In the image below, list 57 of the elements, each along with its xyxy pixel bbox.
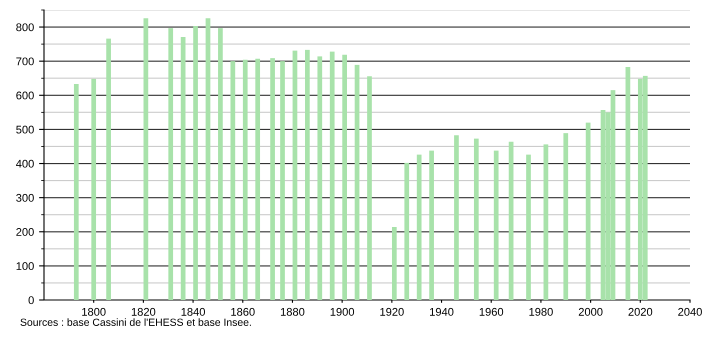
- x-tick-label: 2040: [678, 308, 702, 316]
- bar: [180, 36, 186, 300]
- bar: [193, 26, 198, 300]
- bar: [544, 144, 548, 300]
- bar: [106, 38, 111, 300]
- bar: [74, 84, 79, 300]
- bar: [367, 76, 372, 300]
- x-tick-label: 1960: [480, 308, 504, 316]
- x-tick-label: 1860: [231, 308, 255, 316]
- x-tick-label: 1800: [82, 308, 106, 316]
- bar: [292, 50, 298, 300]
- bar: [270, 58, 275, 300]
- x-tick-label: 1980: [529, 308, 553, 316]
- bar: [317, 56, 322, 300]
- bar: [429, 150, 434, 300]
- bar: [526, 154, 531, 300]
- bar: [218, 28, 223, 300]
- y-tick-label: 400: [16, 160, 34, 168]
- x-tick-label: 1880: [280, 308, 304, 316]
- bar: [354, 64, 360, 300]
- y-tick-label: 200: [16, 228, 34, 236]
- x-tick-label: 1920: [380, 308, 404, 316]
- bar: [626, 66, 630, 300]
- x-tick-label: 1820: [132, 308, 156, 316]
- bar: [330, 52, 335, 300]
- bar: [494, 150, 499, 300]
- y-tick-label: 0: [28, 296, 34, 304]
- bar: [305, 50, 310, 300]
- bar: [168, 28, 174, 300]
- bar: [416, 154, 422, 300]
- bar: [392, 226, 397, 300]
- y-tick-label: 500: [16, 126, 34, 134]
- bar: [280, 61, 285, 300]
- y-tick-label: 300: [16, 194, 34, 202]
- x-tick-label: 1900: [330, 308, 354, 316]
- bar: [454, 135, 459, 300]
- bar: [586, 122, 590, 300]
- source-note: Sources : base Cassini de l'EHESS et base Insee.: [20, 318, 251, 326]
- bar: [474, 138, 479, 300]
- y-tick-label: 700: [16, 57, 34, 66]
- bar: [242, 60, 248, 300]
- x-tick-label: 2020: [628, 308, 652, 316]
- y-tick-label: 600: [16, 92, 34, 100]
- y-tick-label: 100: [16, 262, 34, 270]
- bar: [144, 18, 148, 300]
- bar: [206, 18, 210, 300]
- x-tick-label: 1940: [430, 308, 454, 316]
- bar: [255, 58, 260, 300]
- bar: [91, 78, 96, 300]
- bar: [230, 61, 236, 300]
- x-tick-label: 2000: [578, 308, 603, 316]
- bar: [404, 162, 410, 300]
- y-tick-label: 800: [16, 23, 34, 32]
- bar: [563, 133, 568, 300]
- x-tick-label: 1840: [182, 308, 205, 316]
- bar: [508, 142, 514, 300]
- bar: [342, 54, 347, 300]
